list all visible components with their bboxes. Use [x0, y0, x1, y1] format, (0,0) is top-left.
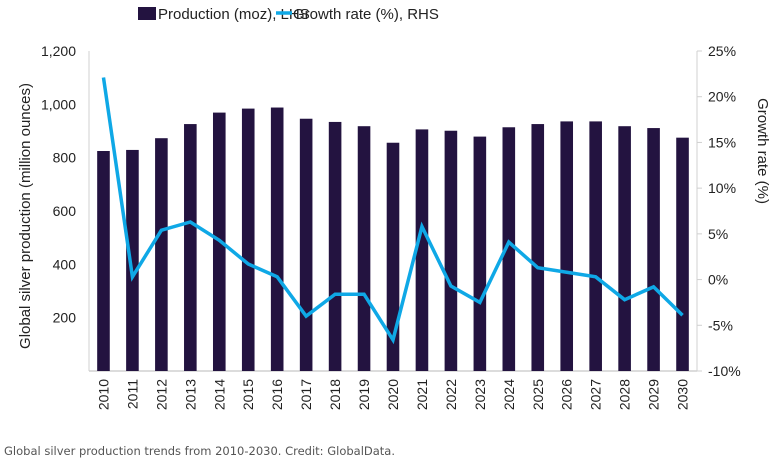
bar-2013	[184, 124, 197, 371]
bar-2018	[328, 121, 342, 371]
x-tick-label: 2017	[298, 379, 314, 410]
bar-2020	[386, 142, 400, 371]
y2-tick-label: 20%	[708, 89, 736, 105]
x-tick-label: 2023	[472, 379, 488, 410]
x-tick-label: 2028	[617, 379, 633, 410]
bar-2028	[618, 126, 631, 371]
bar-2023	[473, 136, 487, 371]
x-tick-label: 2022	[443, 379, 459, 410]
y-tick-label: 400	[53, 256, 77, 272]
bar-2017	[299, 118, 313, 371]
y-tick-label: 800	[53, 150, 77, 166]
bar-2030	[676, 137, 689, 371]
y2-tick-label: 25%	[708, 43, 736, 59]
y2-tick-label: 5%	[708, 226, 728, 242]
x-tick-label: 2019	[356, 379, 372, 410]
x-tick-label: 2025	[530, 379, 546, 410]
x-tick-label: 2030	[675, 379, 691, 410]
x-tick-label: 2013	[182, 379, 198, 410]
bar-2021	[415, 129, 429, 371]
y2-tick-label: -10%	[708, 363, 741, 379]
y-tick-label: 1,200	[41, 43, 76, 59]
x-tick-label: 2012	[153, 379, 169, 410]
bar-2024	[502, 127, 516, 372]
x-tick-label: 2026	[559, 379, 575, 410]
y2-axis-title: Growth rate (%)	[754, 98, 771, 204]
y-tick-label: 600	[53, 203, 77, 219]
y-tick-label: 1,000	[41, 96, 76, 112]
legend-swatch-production	[138, 7, 156, 20]
caption: Global silver production trends from 201…	[4, 444, 396, 458]
bar-2015	[241, 108, 255, 371]
y-axis-title: Global silver production (million ounces…	[17, 83, 34, 349]
bar-2025	[531, 124, 545, 371]
bar-2011	[126, 149, 139, 371]
bar-2022	[444, 130, 458, 371]
x-tick-label: 2029	[646, 379, 662, 410]
x-tick-label: 2011	[124, 379, 140, 409]
y2-tick-label: -5%	[708, 317, 733, 333]
x-tick-label: 2016	[269, 379, 285, 410]
x-tick-label: 2015	[240, 379, 256, 410]
bar-2019	[357, 126, 371, 371]
bar-2016	[270, 107, 284, 372]
bar-2027	[589, 121, 602, 372]
x-tick-label: 2014	[211, 379, 227, 410]
x-tick-label: 2010	[95, 379, 111, 410]
chart: 200 400 600 800 1,000 1,200 -10% -5% 0% 5% 10% 15% 2…	[17, 6, 771, 410]
bar-2026	[560, 121, 574, 372]
y2-tick-label: 10%	[708, 180, 736, 196]
bar-2010	[97, 151, 110, 371]
x-tick-label: 2018	[327, 379, 343, 410]
x-tick-label: 2024	[501, 379, 517, 410]
bar-2029	[647, 128, 660, 371]
x-tick-label: 2021	[414, 379, 430, 410]
y2-tick-label: 15%	[708, 134, 736, 150]
x-tick-label: 2027	[588, 379, 604, 410]
y-tick-label: 200	[53, 310, 77, 326]
legend-label-growth: Growth rate (%), RHS	[293, 6, 439, 23]
x-tick-label: 2020	[385, 379, 401, 410]
y2-tick-label: 0%	[708, 272, 728, 288]
bar-2012	[155, 138, 168, 371]
legend-label-production: Production (moz), LHS	[158, 6, 310, 23]
